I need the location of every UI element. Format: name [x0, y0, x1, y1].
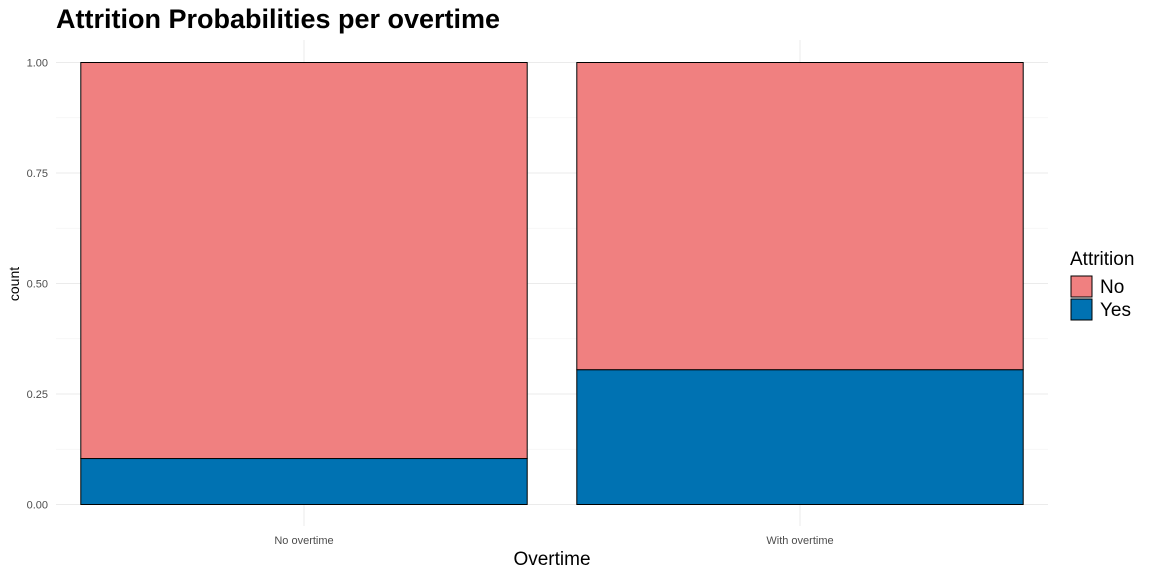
- bar-no-2: [576, 62, 1024, 371]
- chart-title: Attrition Probabilities per overtime: [56, 4, 500, 34]
- y-tick-label: 0.50: [27, 279, 48, 291]
- x-tick-label: With overtime: [766, 535, 833, 547]
- bar-no-1: [80, 62, 528, 460]
- x-tick-label: No overtime: [274, 535, 333, 547]
- y-tick-label: 0.75: [27, 168, 48, 180]
- legend-title: Attrition: [1070, 249, 1134, 270]
- legend-key-yes: [1070, 298, 1093, 321]
- bar-yes-1: [80, 458, 528, 506]
- x-axis-ticks: No overtime With overtime: [274, 535, 833, 547]
- y-tick-label: 0.00: [27, 500, 48, 512]
- y-tick-label: 1.00: [27, 58, 48, 70]
- x-axis-title: Overtime: [513, 549, 590, 570]
- legend-key-no: [1070, 275, 1093, 298]
- bar-yes-2: [576, 369, 1024, 505]
- y-axis-ticks: 0.00 0.25 0.50 0.75 1.00: [27, 58, 48, 512]
- legend-label-no: No: [1100, 277, 1124, 298]
- y-tick-label: 0.25: [27, 389, 48, 401]
- y-axis-title: count: [6, 267, 22, 301]
- legend-label-yes: Yes: [1100, 300, 1131, 321]
- bars: [80, 62, 1024, 506]
